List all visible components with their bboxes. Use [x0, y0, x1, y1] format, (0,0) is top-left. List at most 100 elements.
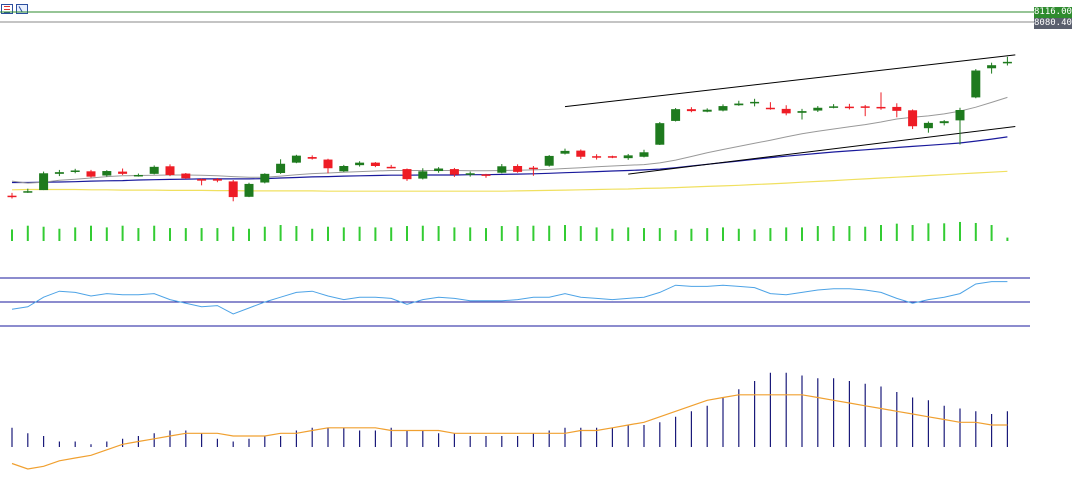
- volume-bar: [279, 225, 282, 241]
- price-label-upper: 8116.00: [1034, 7, 1072, 18]
- candle-body: [39, 173, 49, 191]
- candle: [639, 149, 649, 158]
- candle: [102, 170, 112, 177]
- candle: [54, 169, 64, 177]
- candle-body: [165, 166, 175, 175]
- candle: [418, 168, 428, 180]
- candle-body: [497, 166, 507, 173]
- volume-bar: [390, 227, 393, 241]
- candle: [876, 92, 886, 110]
- candle: [70, 168, 80, 174]
- candle-body: [23, 191, 33, 193]
- candle: [7, 192, 17, 199]
- candle-body: [339, 166, 349, 172]
- candle-body: [702, 109, 712, 112]
- candle-body: [860, 106, 870, 108]
- volume-bar: [184, 228, 187, 241]
- candle: [813, 106, 823, 112]
- candle-body: [418, 171, 428, 179]
- volume-bar: [137, 228, 140, 241]
- candle: [465, 171, 475, 177]
- candle: [323, 158, 333, 174]
- candle: [955, 107, 965, 145]
- candle: [987, 62, 997, 74]
- candle-body: [260, 173, 270, 183]
- volume-bar: [532, 225, 535, 241]
- price-label-lower: 8080.40: [1034, 18, 1072, 29]
- candle-body: [576, 150, 586, 157]
- candle-body: [370, 162, 380, 166]
- candle: [829, 104, 839, 109]
- volume-bar: [437, 226, 440, 241]
- volume-bar: [358, 226, 361, 241]
- candle-body: [797, 111, 807, 113]
- volume-bar: [374, 227, 377, 241]
- candle: [513, 164, 523, 173]
- candle-body: [892, 106, 902, 111]
- volume-bar: [927, 223, 930, 241]
- candle-body: [908, 110, 918, 127]
- candle-body: [133, 174, 143, 177]
- volume-bar: [200, 228, 203, 241]
- candle-body: [765, 107, 775, 110]
- volume-bar: [26, 225, 29, 241]
- volume-bar: [579, 226, 582, 241]
- candle-body: [987, 65, 997, 69]
- volume-bar: [327, 226, 329, 241]
- candle: [386, 164, 396, 169]
- ma-mid-line: [12, 136, 1008, 184]
- volume-bars: [11, 221, 1009, 241]
- candle-body: [560, 150, 570, 154]
- volume-bar: [232, 226, 235, 241]
- volume-bar: [485, 228, 487, 241]
- candle: [212, 178, 222, 183]
- candle: [671, 108, 681, 122]
- candle: [734, 100, 744, 106]
- candle-body: [149, 166, 159, 174]
- candle-body: [70, 170, 80, 172]
- candle-body: [386, 166, 396, 169]
- candle: [260, 173, 270, 184]
- candle-body: [844, 106, 854, 109]
- candle: [623, 153, 633, 160]
- chart-properties-icon[interactable]: [16, 4, 28, 14]
- candle: [197, 178, 207, 186]
- candle-body: [623, 155, 633, 159]
- volume-bar: [848, 226, 851, 241]
- candle: [750, 98, 760, 107]
- volume-bar: [548, 225, 551, 241]
- candle: [86, 169, 96, 178]
- volume-bar: [895, 223, 898, 241]
- volume-bar: [943, 223, 946, 241]
- volume-bar: [959, 221, 961, 241]
- volume-bar: [406, 226, 408, 241]
- candle: [23, 188, 33, 193]
- candles: [7, 56, 1012, 202]
- volume-bar: [769, 228, 772, 241]
- candle: [765, 102, 775, 110]
- volume-bar: [90, 225, 92, 241]
- ma-fast-line: [11, 96, 1008, 184]
- volume-bar: [74, 227, 77, 241]
- candle: [971, 69, 981, 99]
- volume-bar: [421, 225, 424, 241]
- candle-body: [323, 159, 333, 169]
- candle-body: [118, 171, 128, 174]
- candle: [702, 108, 712, 113]
- volume-bar: [153, 225, 156, 241]
- volume-bar: [753, 229, 756, 241]
- candle: [655, 122, 665, 145]
- ma-slow-line: [11, 170, 1008, 192]
- candle-body: [686, 109, 696, 112]
- candle: [165, 164, 175, 177]
- candle-body: [876, 106, 886, 109]
- volume-bar: [643, 228, 645, 241]
- volume-bar: [453, 227, 456, 241]
- volume-bar: [832, 226, 835, 241]
- candle: [39, 171, 49, 191]
- indicator-list-icon[interactable]: [1, 4, 13, 14]
- candle-body: [291, 155, 301, 163]
- volume-bar: [469, 227, 472, 241]
- macd-signal-line: [11, 394, 1008, 470]
